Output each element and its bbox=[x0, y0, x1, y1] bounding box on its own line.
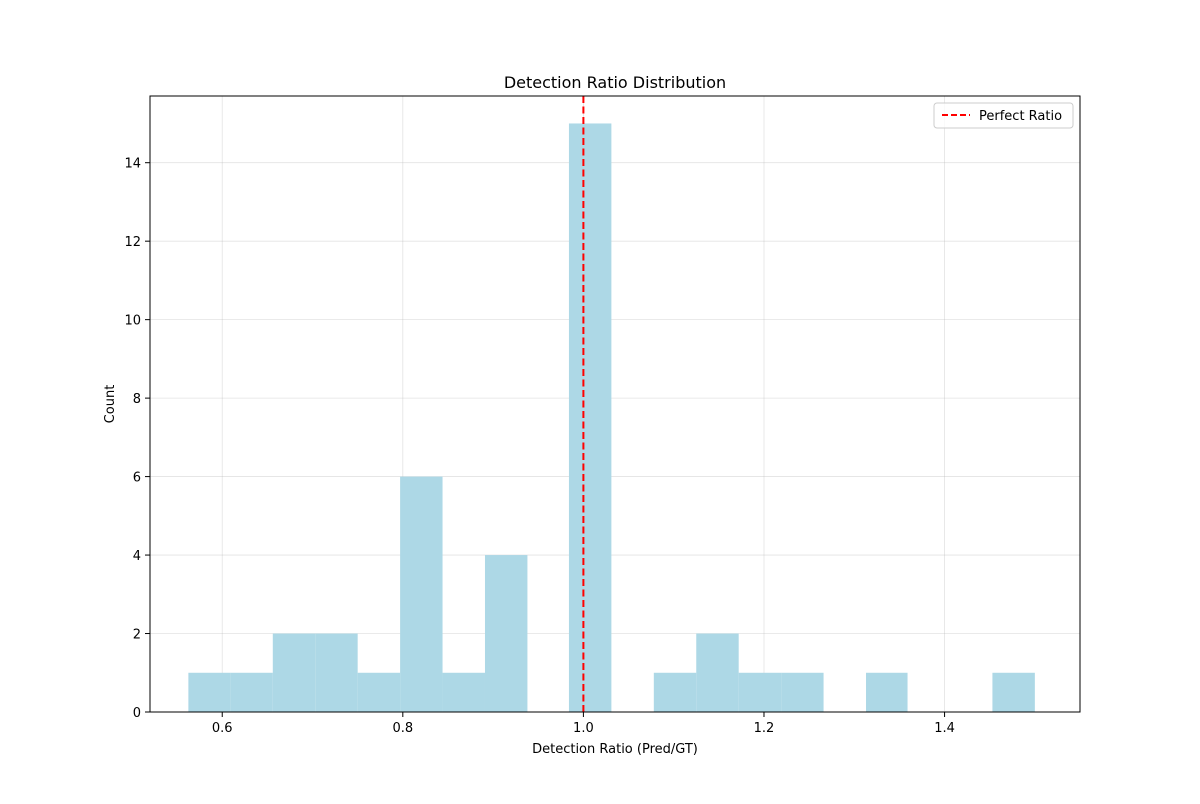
x-tick-label: 0.8 bbox=[392, 721, 413, 736]
histogram-bar bbox=[696, 633, 739, 712]
histogram-bar bbox=[653, 672, 697, 712]
legend-label-perfect-ratio: Perfect Ratio bbox=[979, 109, 1062, 124]
legend: Perfect Ratio bbox=[933, 102, 1074, 129]
bars-layer bbox=[188, 123, 1035, 712]
x-tick-label: 1.2 bbox=[754, 721, 775, 736]
x-tick-label: 0.6 bbox=[212, 721, 233, 736]
histogram-bar bbox=[188, 672, 231, 712]
histogram-bar bbox=[866, 672, 908, 712]
histogram-bar bbox=[781, 672, 824, 712]
y-tick-label: 12 bbox=[124, 235, 141, 250]
histogram-bar bbox=[992, 672, 1035, 712]
grid-layer bbox=[150, 96, 1080, 713]
x-tick-label: 1.0 bbox=[573, 721, 594, 736]
x-axis-ticks: 0.6 0.8 1.0 1.2 1.4 bbox=[212, 712, 955, 736]
y-tick-label: 4 bbox=[133, 549, 141, 564]
histogram-bar bbox=[738, 672, 782, 712]
y-tick-label: 10 bbox=[124, 314, 141, 329]
y-tick-label: 6 bbox=[133, 471, 141, 486]
y-axis-ticks: 0 2 4 6 8 10 12 14 bbox=[124, 157, 150, 721]
histogram-bar bbox=[484, 555, 528, 712]
y-axis-label: Count bbox=[103, 385, 118, 424]
x-tick-label: 1.4 bbox=[934, 721, 955, 736]
x-axis-label: Detection Ratio (Pred/GT) bbox=[532, 742, 698, 757]
histogram-bar bbox=[230, 672, 273, 712]
plot-frame bbox=[149, 95, 1081, 713]
y-tick-label: 0 bbox=[133, 706, 141, 721]
histogram-bar bbox=[568, 123, 612, 712]
y-tick-label: 2 bbox=[133, 628, 141, 643]
y-tick-label: 8 bbox=[133, 392, 141, 407]
histogram-bar bbox=[357, 672, 401, 712]
histogram-bar bbox=[400, 476, 443, 712]
histogram-bar bbox=[272, 633, 316, 712]
histogram-bar bbox=[442, 672, 485, 712]
chart-title: Detection Ratio Distribution bbox=[504, 73, 726, 92]
histogram-bar bbox=[315, 633, 358, 712]
y-tick-label: 14 bbox=[124, 157, 141, 172]
legend-box bbox=[933, 102, 1074, 129]
